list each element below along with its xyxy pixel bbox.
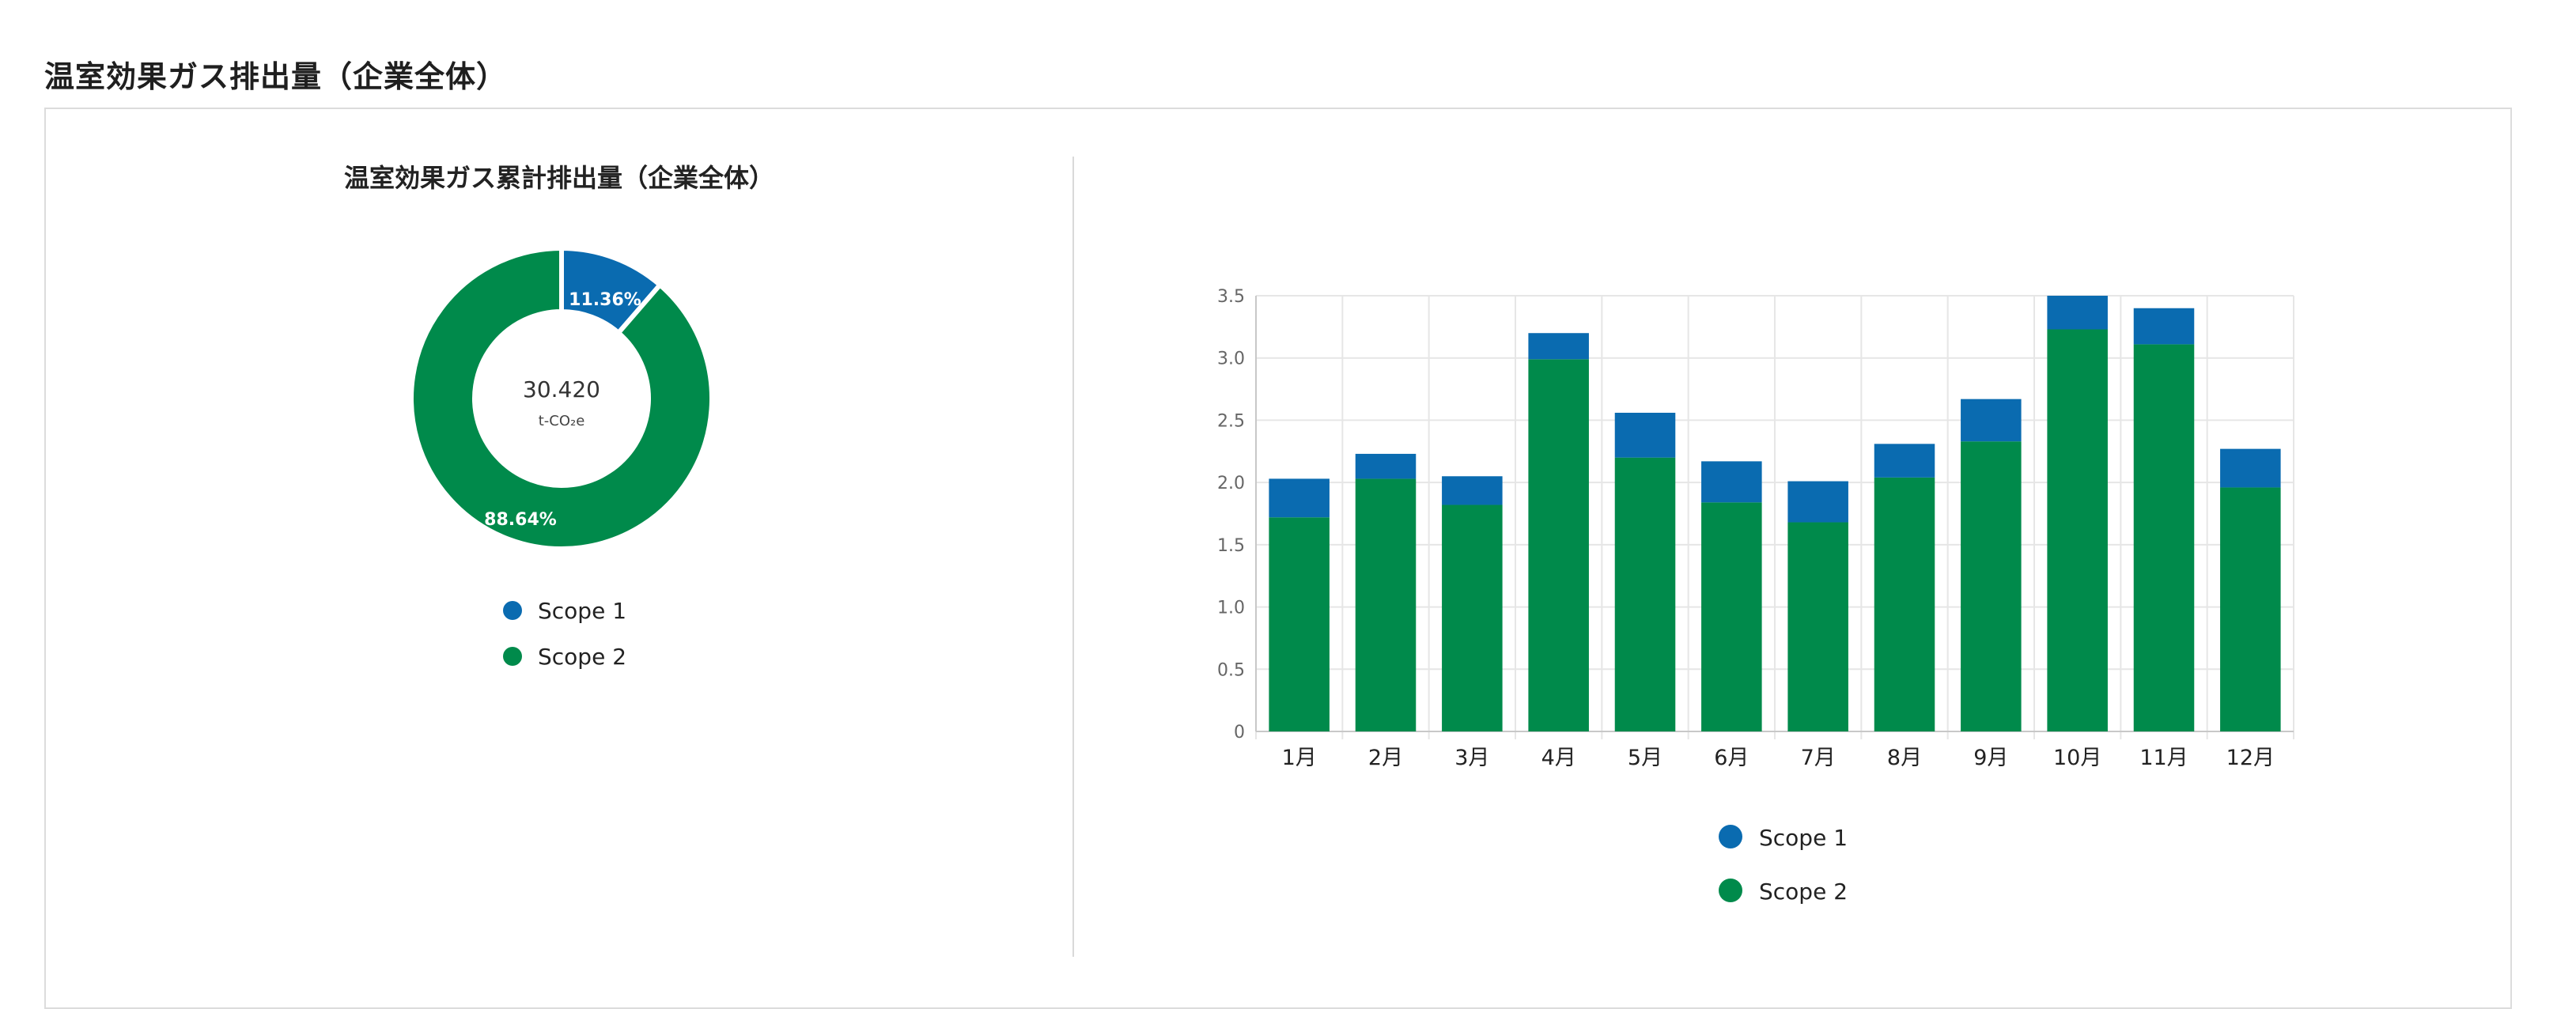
bar-legend-marker-scope-1[interactable] (1719, 825, 1742, 848)
x-tick-label: 4月 (1541, 746, 1576, 770)
donut-chart-title: 温室効果ガス累計排出量（企業全体） (343, 163, 774, 193)
donut-legend-marker-scope-1[interactable] (503, 601, 522, 620)
panel-divider (1072, 157, 1074, 957)
bar-legend-label-scope-1[interactable]: Scope 1 (1759, 825, 1848, 851)
bar-scope-1-8[interactable] (1874, 444, 1935, 478)
bar-scope-2-12[interactable] (2220, 487, 2281, 731)
bar-legend-marker-scope-2[interactable] (1719, 879, 1742, 902)
y-tick-label: 2.0 (1217, 474, 1245, 493)
bar-scope-1-9[interactable] (1961, 399, 2022, 442)
bar-scope-1-10[interactable] (2047, 296, 2108, 330)
donut-chart: 11.36% 88.64% 30.420 t-CO₂e Scope 1 Scope 2 (409, 245, 714, 670)
bar-scope-2-10[interactable] (2047, 329, 2108, 731)
y-tick-label: 1.5 (1217, 536, 1245, 556)
y-tick-label: 2.5 (1217, 411, 1245, 431)
bar-scope-1-7[interactable] (1787, 481, 1848, 523)
bar-scope-1-6[interactable] (1701, 461, 1762, 503)
bar-scope-1-1[interactable] (1269, 478, 1330, 518)
donut-legend-label-scope-1[interactable]: Scope 1 (538, 598, 626, 624)
donut-center-unit: t-CO₂e (539, 413, 585, 429)
bar-scope-1-12[interactable] (2220, 448, 2281, 488)
x-tick-label: 7月 (1801, 746, 1836, 770)
y-tick-label: 3.5 (1217, 287, 1245, 307)
bar-scope-1-2[interactable] (1355, 453, 1417, 479)
bar-scope-2-6[interactable] (1701, 502, 1762, 731)
x-tick-label: 12月 (2226, 746, 2275, 770)
page-title: 温室効果ガス排出量（企業全体） (44, 59, 508, 94)
bar-scope-2-7[interactable] (1787, 522, 1848, 731)
bar-scope-1-4[interactable] (1528, 333, 1589, 360)
bar-scope-1-5[interactable] (1614, 412, 1676, 458)
donut-legend-marker-scope-2[interactable] (503, 647, 522, 666)
bar-scope-2-5[interactable] (1614, 457, 1676, 731)
y-tick-label: 1.0 (1217, 599, 1245, 618)
x-tick-label: 3月 (1454, 746, 1489, 770)
donut-slice-label: 11.36% (569, 290, 641, 310)
x-tick-label: 11月 (2139, 746, 2188, 770)
bar-scope-1-11[interactable] (2133, 308, 2195, 345)
donut-center-value: 30.420 (523, 376, 600, 402)
bar-scope-2-9[interactable] (1961, 441, 2022, 731)
y-tick-label: 0 (1234, 723, 1245, 743)
donut-legend-label-scope-2[interactable]: Scope 2 (538, 644, 626, 670)
x-tick-label: 6月 (1714, 746, 1749, 770)
bar-legend-label-scope-2[interactable]: Scope 2 (1759, 879, 1848, 905)
x-tick-label: 2月 (1368, 746, 1403, 770)
x-tick-label: 9月 (1973, 746, 2008, 770)
donut-slice-scope-2[interactable] (409, 245, 714, 551)
x-tick-label: 1月 (1282, 746, 1317, 770)
y-tick-label: 0.5 (1217, 660, 1245, 680)
bar-scope-2-2[interactable] (1355, 478, 1417, 731)
bar-scope-2-1[interactable] (1269, 517, 1330, 731)
emissions-panel: 温室効果ガス累計排出量（企業全体） 11.36% 88.64% 30.420 t-CO… (44, 108, 2512, 1009)
x-tick-label: 8月 (1887, 746, 1922, 770)
donut-slice-label: 88.64% (484, 510, 557, 530)
y-tick-label: 3.0 (1217, 350, 1245, 369)
bar-scope-2-4[interactable] (1528, 359, 1589, 731)
x-tick-label: 5月 (1628, 746, 1662, 770)
bar-scope-2-3[interactable] (1442, 504, 1503, 731)
stacked-bar-chart: 0 0.5 1.0 1.5 2.0 2.5 3.0 3.5 1月 2月 3月 4月 5月 6月 7月 8月 9月… (1217, 287, 2294, 905)
bar-scope-1-3[interactable] (1442, 476, 1503, 505)
x-tick-label: 10月 (2053, 746, 2101, 770)
bar-scope-2-8[interactable] (1874, 477, 1935, 731)
bar-scope-2-11[interactable] (2133, 344, 2195, 731)
